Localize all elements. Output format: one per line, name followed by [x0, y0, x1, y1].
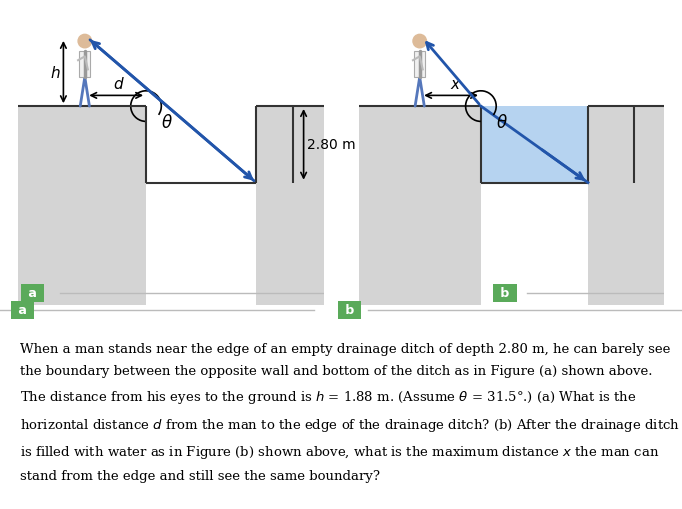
Text: a: a [24, 287, 41, 300]
Text: b: b [496, 287, 514, 300]
Text: x: x [450, 77, 460, 92]
Text: h: h [50, 66, 59, 80]
Polygon shape [414, 52, 425, 78]
Circle shape [413, 35, 426, 49]
Polygon shape [256, 107, 293, 305]
Polygon shape [481, 107, 588, 183]
Text: $\theta$: $\theta$ [161, 114, 173, 132]
Text: 2.80 m: 2.80 m [308, 138, 356, 152]
Polygon shape [634, 107, 664, 305]
Text: $\theta$: $\theta$ [496, 114, 507, 132]
Text: a: a [14, 304, 31, 317]
Polygon shape [359, 107, 481, 305]
Text: When a man stands near the edge of an empty drainage ditch of depth 2.80 m, he c: When a man stands near the edge of an em… [20, 342, 681, 483]
Circle shape [78, 35, 91, 49]
Text: d: d [114, 77, 123, 92]
Polygon shape [293, 107, 323, 305]
Polygon shape [18, 107, 146, 305]
Polygon shape [79, 52, 90, 78]
Polygon shape [588, 107, 634, 305]
Text: b: b [341, 304, 359, 317]
